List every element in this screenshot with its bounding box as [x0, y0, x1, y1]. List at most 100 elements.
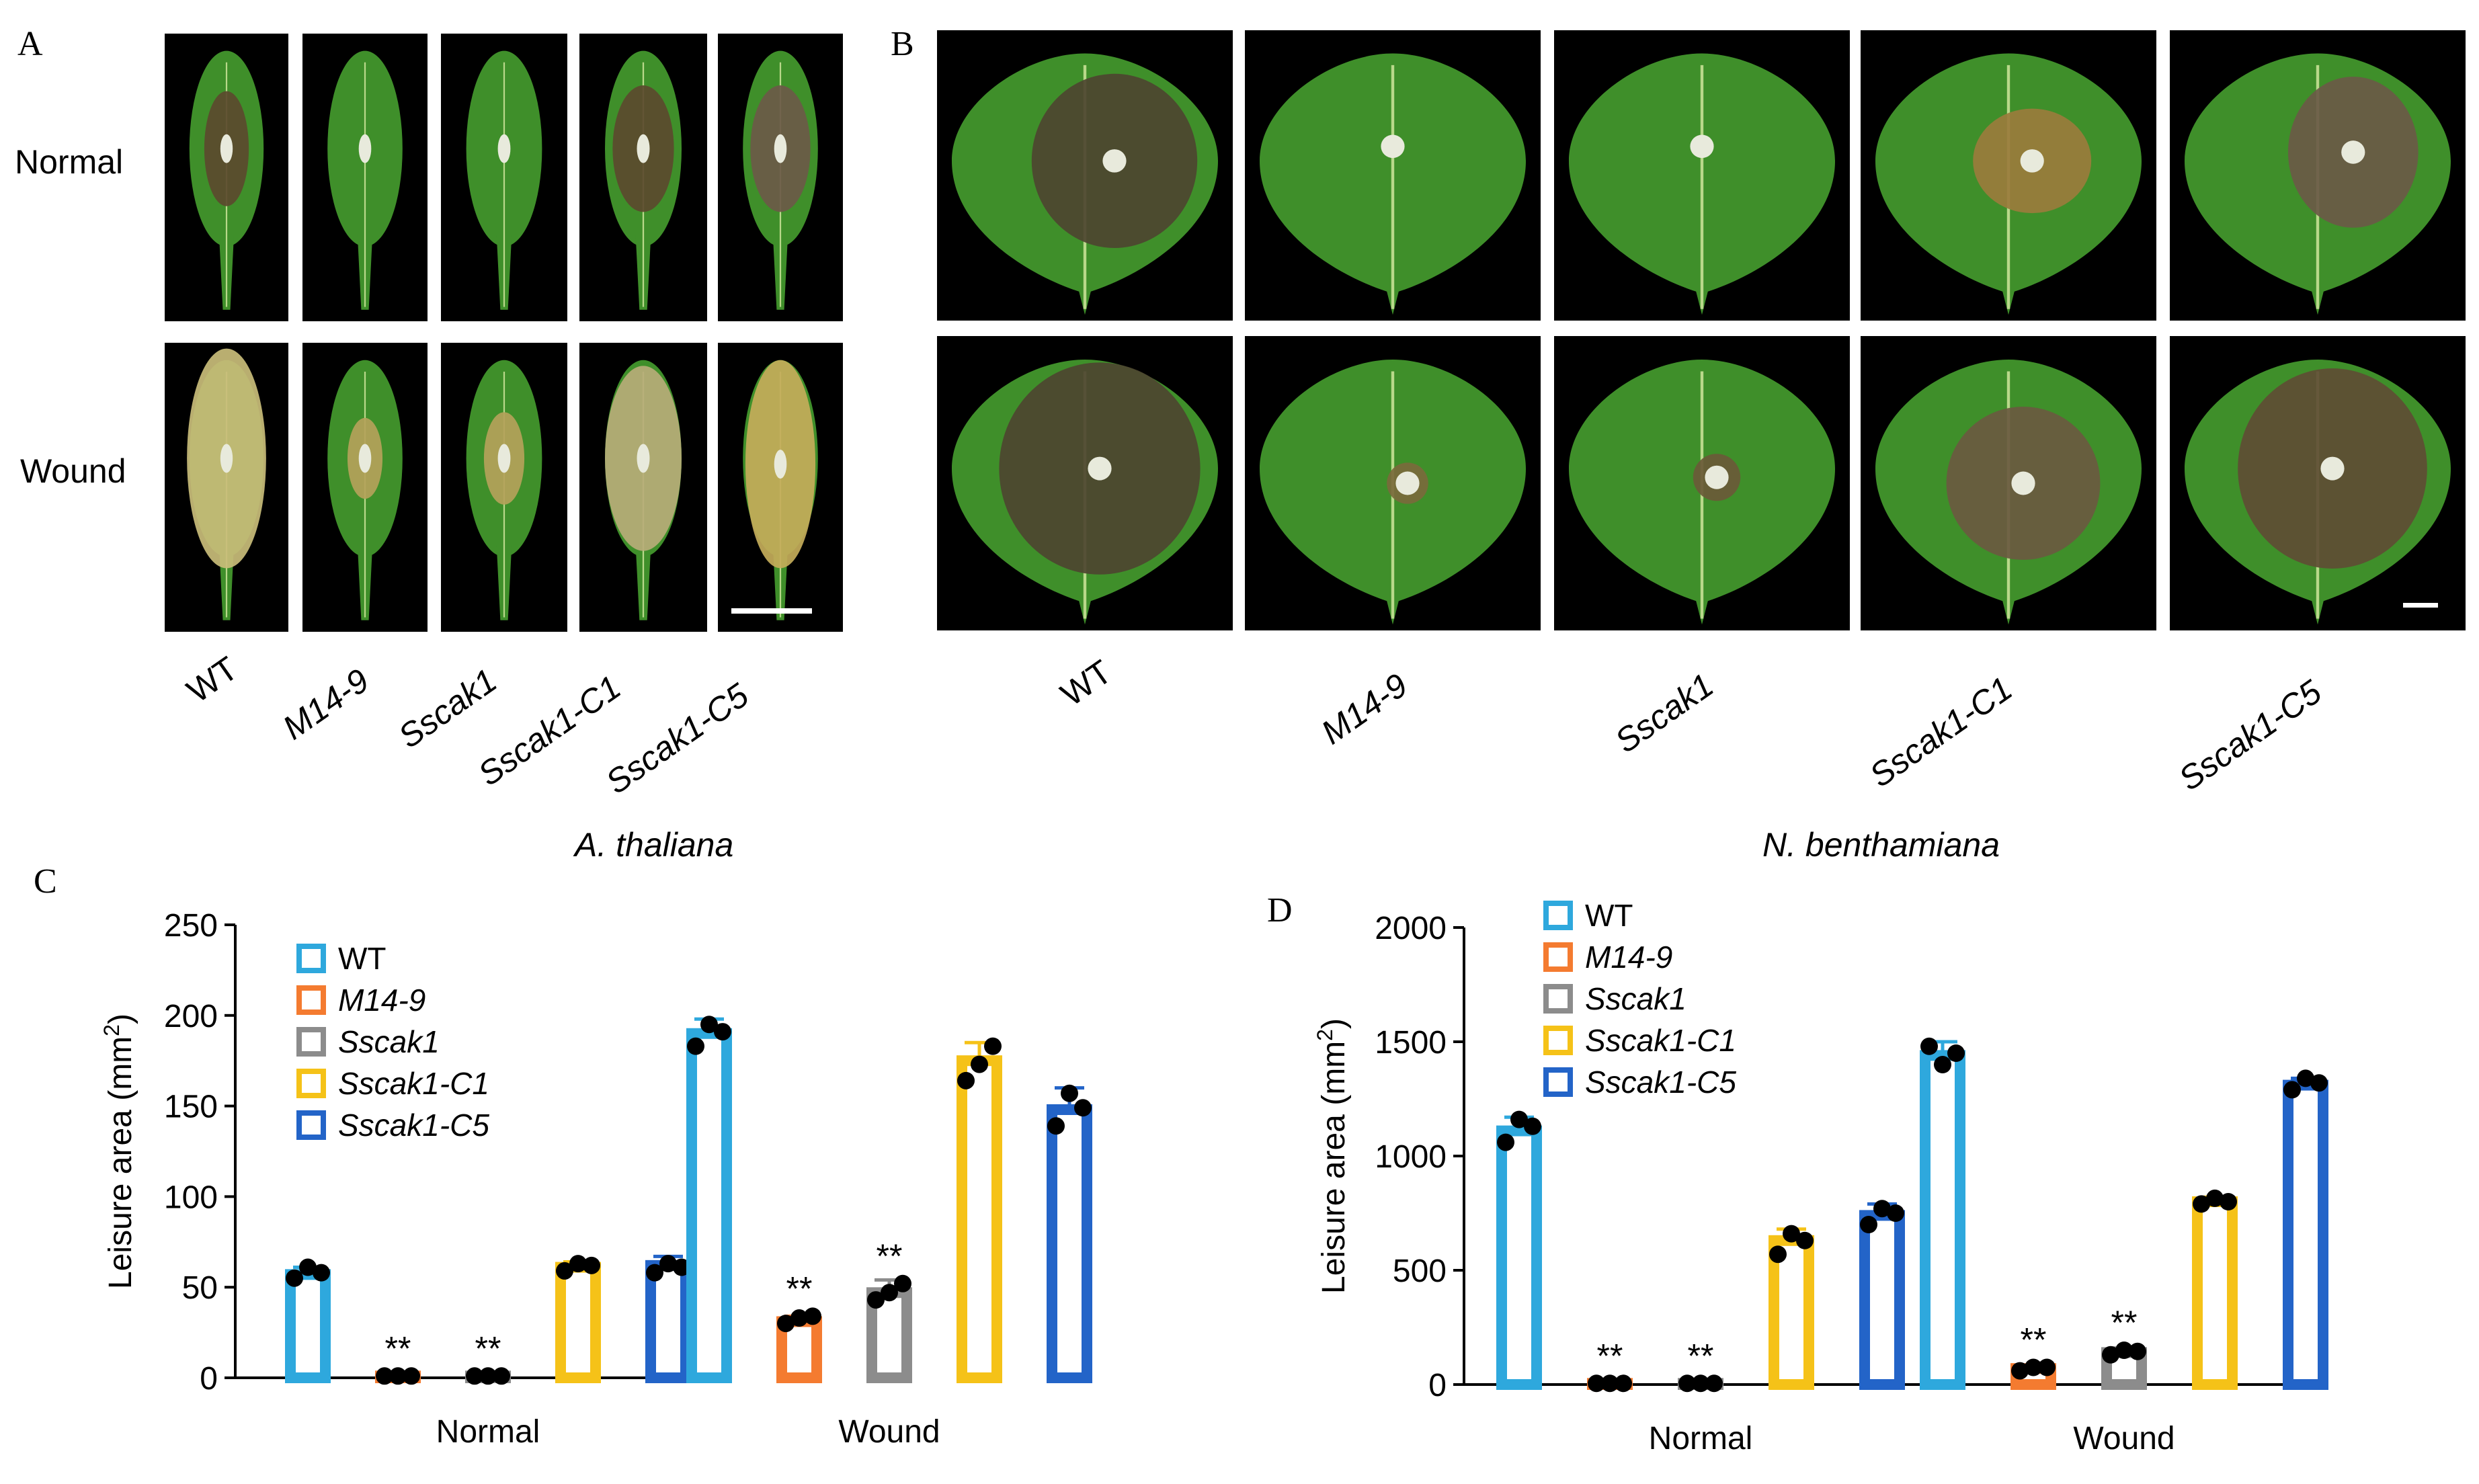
legend-label: Sscak1-C5 [1585, 1065, 1736, 1100]
data-point [2310, 1074, 2328, 1092]
leaf-b-normal-5-image [2185, 53, 2451, 315]
y-tick-label: 150 [164, 1089, 218, 1125]
leaf-b-normal-3-image [1569, 53, 1835, 315]
data-point [1887, 1204, 1904, 1222]
leaf-a-normal-3 [441, 34, 567, 321]
bar-chart-c: 0 50 100 150 200 250 Leisure area (mm2) ** ** Nor… [99, 908, 1092, 1450]
leaf-a-wound-2-image [327, 360, 403, 620]
significance-label: ** [475, 1329, 501, 1367]
leaf-b-normal-4 [1861, 30, 2156, 321]
scale-bar-icon [731, 608, 812, 614]
data-point [1860, 1216, 1877, 1233]
data-point [583, 1256, 600, 1274]
data-point [2283, 1081, 2301, 1099]
legend-label: Sscak1 [338, 1024, 440, 1059]
panel-letter-a: A [17, 25, 43, 63]
legend-label: M14-9 [1585, 940, 1672, 975]
y-tick-label: 2000 [1375, 911, 1447, 946]
leaf-a-wound-4-image [605, 360, 682, 620]
bar [686, 1028, 732, 1383]
data-point [403, 1367, 420, 1385]
data-point [286, 1269, 303, 1287]
leaf-a-wound-2 [302, 343, 428, 632]
leaf-b-wound-2 [1245, 336, 1541, 630]
x-category-label: Wound [838, 1414, 940, 1450]
panel-letter-b: B [891, 25, 914, 63]
strain-label-a-2: M14-9 [276, 661, 376, 747]
data-point [556, 1262, 573, 1280]
leaf-b-wound-4 [1861, 336, 2156, 630]
data-point [1061, 1084, 1078, 1102]
y-tick-label: 500 [1393, 1253, 1447, 1289]
leaf-a-wound-1 [165, 343, 288, 632]
leaf-b-normal-2-image [1260, 53, 1526, 315]
data-point [1678, 1374, 1696, 1393]
leaf-a-normal-1 [165, 34, 288, 321]
leaf-a-normal-5-image [743, 50, 818, 310]
strain-label-a-1: WT [180, 649, 245, 710]
data-point [1588, 1374, 1605, 1393]
legend-label: WT [338, 941, 387, 976]
data-point [804, 1307, 821, 1325]
leaf-a-normal-1-image [189, 50, 264, 310]
y-tick-label: 200 [164, 999, 218, 1034]
significance-label: ** [877, 1237, 903, 1275]
leaf-b-normal-2 [1245, 30, 1541, 321]
y-axis-label: Leisure area (mm2) [99, 1014, 138, 1289]
legend-swatch [1543, 1026, 1573, 1055]
data-point [646, 1264, 663, 1282]
strain-label-b-1: WT [1054, 653, 1119, 714]
data-point [881, 1284, 898, 1302]
data-point [2102, 1346, 2119, 1364]
y-tick-label: 100 [164, 1180, 218, 1215]
leaf-b-wound-5 [2170, 336, 2466, 630]
data-point [2115, 1342, 2133, 1359]
data-point [700, 1016, 718, 1034]
data-point [2297, 1069, 2314, 1087]
leaf-a-wound-3-image [466, 360, 542, 620]
legend-label: Sscak1-C1 [338, 1066, 489, 1101]
data-point [466, 1367, 483, 1385]
data-point [1920, 1037, 1938, 1055]
leaf-a-normal-3-image [466, 50, 542, 310]
data-point [1934, 1056, 1951, 1073]
legend-swatch [296, 1027, 326, 1057]
legend-label: M14-9 [338, 983, 425, 1018]
significance-label: ** [1688, 1337, 1714, 1374]
data-point [714, 1023, 731, 1041]
data-point [659, 1255, 677, 1273]
data-point [894, 1274, 911, 1292]
y-tick-label: 50 [182, 1270, 218, 1306]
leaf-b-wound-4-image [1875, 360, 2142, 625]
bar [1920, 1050, 1965, 1390]
bar [1496, 1125, 1542, 1390]
scale-bar-icon-b [2403, 603, 2438, 608]
data-point [1783, 1225, 1800, 1243]
bar [2283, 1079, 2328, 1390]
data-point [2011, 1362, 2029, 1380]
data-point [1705, 1374, 1723, 1393]
x-category-label: Normal [1649, 1421, 1753, 1456]
leaf-b-normal-5 [2170, 30, 2466, 321]
data-point [479, 1367, 497, 1385]
bar [645, 1260, 691, 1384]
bar [285, 1269, 331, 1383]
leaf-b-wound-1-image [952, 360, 1218, 625]
data-point [687, 1037, 704, 1055]
data-point [1047, 1117, 1065, 1135]
leaf-a-wound-3 [441, 343, 567, 632]
leaf-a-normal-4 [579, 34, 707, 321]
data-point [313, 1264, 330, 1282]
leaf-a-wound-4 [579, 343, 707, 632]
strain-label-a-3: Sscak1 [391, 661, 504, 755]
data-point [777, 1315, 795, 1333]
data-point [299, 1258, 317, 1276]
y-tick-label: 0 [1428, 1368, 1447, 1403]
strain-label-b-5: Sscak1-C5 [2172, 673, 2329, 798]
x-category-label: Wound [2073, 1421, 2175, 1456]
data-point [2025, 1358, 2042, 1376]
bar [555, 1262, 601, 1383]
leaf-b-wound-3-image [1569, 360, 1835, 625]
strain-label-b-4: Sscak1-C1 [1863, 669, 2020, 795]
leaf-a-wound-5-image [743, 360, 818, 620]
